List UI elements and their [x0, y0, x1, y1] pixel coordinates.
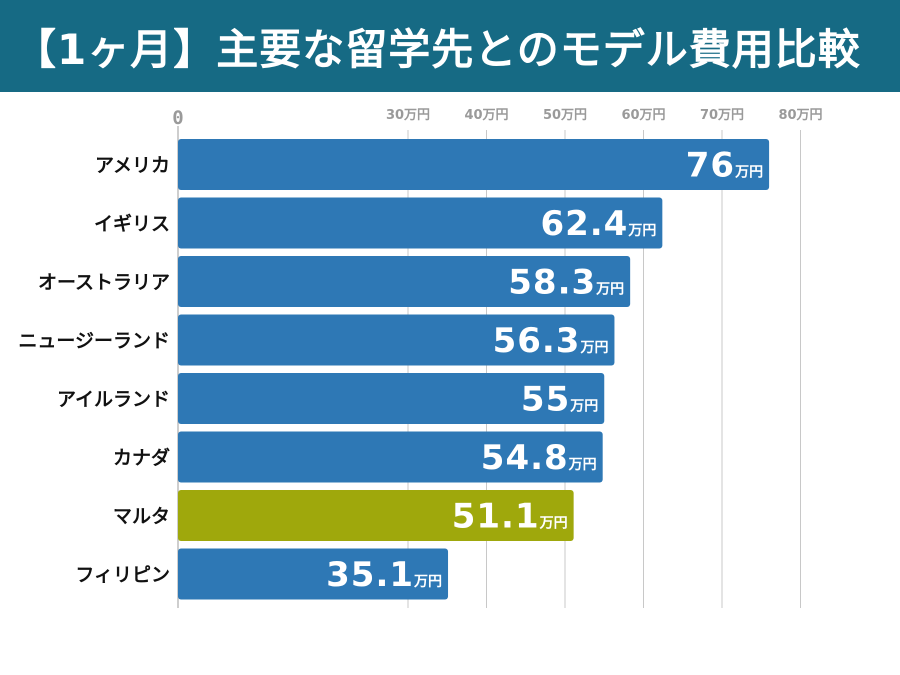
tick-label: 60万円 [621, 108, 665, 123]
category-label: アメリカ [95, 155, 170, 177]
data-label: 62.4万円 [540, 204, 656, 244]
category-label: フィリピン [75, 564, 170, 586]
data-label: 51.1万円 [452, 497, 568, 537]
bar [178, 314, 615, 366]
category-label: ニュージーランド [18, 330, 170, 352]
data-label: 76万円 [686, 146, 763, 186]
category-label: マルタ [113, 506, 170, 528]
chart-title: 【1ヶ月】主要な留学先とのモデル費用比較 [14, 24, 861, 74]
bar [178, 373, 605, 424]
tick-label: 0 [172, 107, 183, 129]
bar [178, 431, 603, 483]
title-bar: 【1ヶ月】主要な留学先とのモデル費用比較 [0, 0, 900, 92]
category-label: オーストラリア [38, 272, 170, 294]
bar [178, 256, 631, 307]
category-label: イギリス [94, 213, 170, 235]
bar [178, 490, 574, 541]
tick-label: 50万円 [543, 108, 587, 123]
tick-label: 80万円 [778, 108, 822, 123]
bar [178, 548, 449, 600]
bar [178, 139, 770, 190]
bar [178, 197, 663, 249]
tick-label: 30万円 [386, 108, 430, 123]
tick-label: 70万円 [700, 108, 744, 123]
data-label: 56.3万円 [493, 321, 609, 361]
category-label: カナダ [113, 446, 170, 469]
category-label: アイルランド [57, 389, 170, 411]
data-label: 58.3万円 [508, 263, 624, 303]
data-label: 54.8万円 [481, 438, 597, 478]
tick-label: 40万円 [464, 108, 508, 123]
data-label: 55万円 [521, 380, 598, 420]
data-label: 35.1万円 [326, 555, 442, 595]
